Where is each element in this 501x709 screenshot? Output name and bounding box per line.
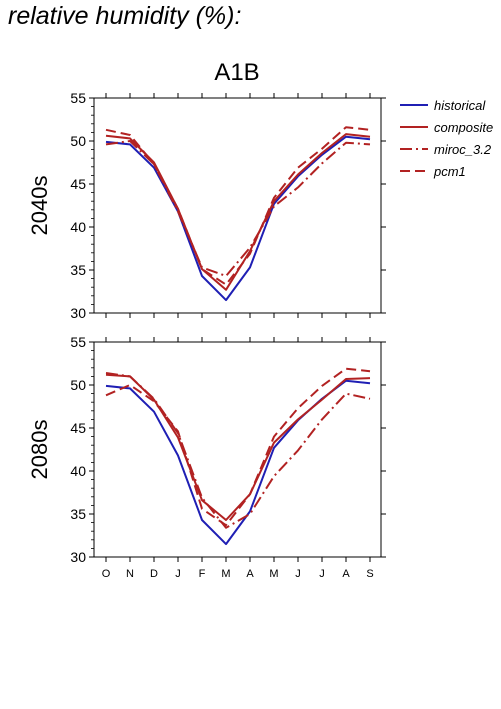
legend-label: miroc_3.2 <box>434 142 492 157</box>
x-tick-label: O <box>102 568 111 580</box>
legend-label: composite <box>434 120 493 135</box>
y-tick-label: 40 <box>70 463 86 479</box>
x-tick-label: J <box>319 568 325 580</box>
page-title: relative humidity (%): <box>8 2 242 30</box>
y-tick-label: 55 <box>70 90 86 106</box>
legend-label: pcm1 <box>433 164 466 179</box>
series-line-pcm1 <box>105 367 371 527</box>
y-tick-label: 50 <box>70 133 86 149</box>
y-tick-label: 35 <box>70 262 86 278</box>
legend-label: historical <box>434 98 486 113</box>
y-tick-label: 45 <box>70 176 86 192</box>
series-line-historical <box>105 379 371 546</box>
y-axis-label: 2080s <box>27 420 52 480</box>
y-tick-label: 50 <box>70 377 86 393</box>
chart-legend: historical composite miroc_3.2 pcm1 <box>400 98 493 179</box>
panel-1: 30 35 40 45 50 55 2040s <box>27 90 386 321</box>
y-tick-label: 45 <box>70 420 86 436</box>
legend-item: composite <box>400 120 493 135</box>
x-tick-label: J <box>295 568 301 580</box>
plot-frame <box>93 97 382 314</box>
panel-2: 30 35 40 45 50 55 O N D J F M A M J J A S 2080s <box>27 334 386 580</box>
x-tick-label: D <box>150 568 158 580</box>
x-tick-label: A <box>246 568 254 580</box>
legend-item: miroc_3.2 <box>400 142 492 157</box>
x-tick-label: A <box>342 568 350 580</box>
y-tick-label: 40 <box>70 219 86 235</box>
series-line-miroc-3-2 <box>105 372 371 529</box>
x-tick-label: M <box>221 568 230 580</box>
x-tick-label: N <box>126 568 134 580</box>
y-tick-label: 35 <box>70 506 86 522</box>
y-tick-label: 30 <box>70 549 86 565</box>
series-line-pcm1 <box>105 126 371 286</box>
x-tick-label: M <box>269 568 278 580</box>
chart-title: A1B <box>214 59 259 86</box>
plot-frame <box>93 341 382 558</box>
legend-item: pcm1 <box>400 164 466 179</box>
x-tick-label: F <box>199 568 206 580</box>
x-tick-label: S <box>366 568 373 580</box>
x-tick-label: J <box>175 568 181 580</box>
y-tick-label: 30 <box>70 305 86 321</box>
chart-panels: 30 35 40 45 50 55 2040s 30 35 40 45 50 55 O N D J F M A M J J A… <box>27 90 386 580</box>
y-axis-label: 2040s <box>27 176 52 236</box>
series-line-miroc-3-2 <box>105 140 371 277</box>
series-line-historical <box>105 135 371 302</box>
legend-item: historical <box>400 98 486 113</box>
y-tick-label: 55 <box>70 334 86 350</box>
